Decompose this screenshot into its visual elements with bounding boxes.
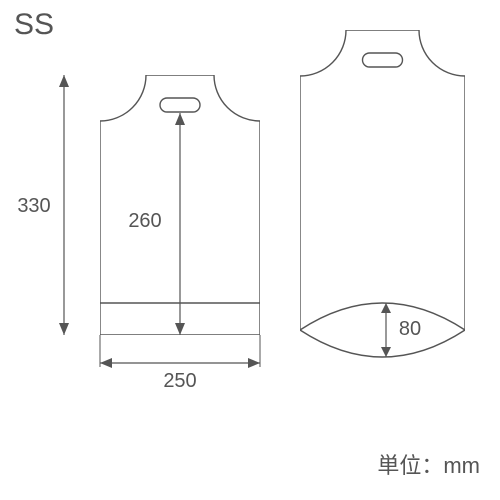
dim-width-ext-left — [99, 335, 101, 367]
dim-height-total — [54, 75, 74, 335]
size-code-label: SS — [14, 8, 54, 42]
unit-label: 単位：mm — [377, 448, 480, 480]
dim-height-inner — [170, 113, 190, 335]
dim-width-label: 250 — [155, 370, 205, 393]
dim-height-total-label: 330 — [14, 195, 54, 218]
dim-width-ext-right — [259, 335, 261, 367]
dim-height-inner-label: 260 — [120, 210, 170, 233]
dim-gusset-label: 80 — [392, 318, 428, 341]
